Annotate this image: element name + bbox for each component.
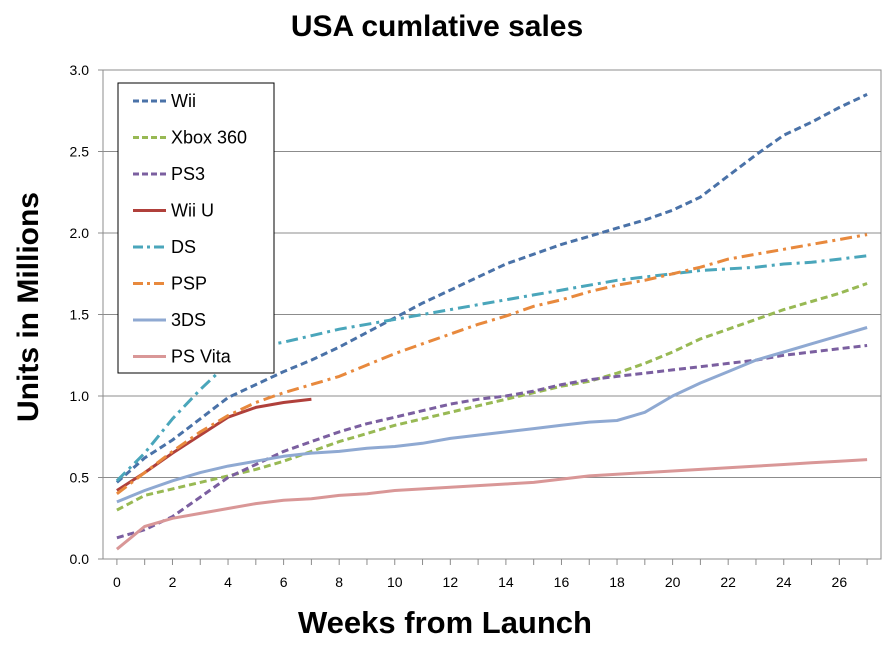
legend-label: 3DS — [171, 310, 206, 330]
series-line-wii — [115, 93, 868, 484]
legend-label: PSP — [171, 274, 207, 294]
legend: Wii Xbox 360 PS3 Wii U DS PSP 3DS PS Vita — [117, 82, 275, 374]
x-tick-label: 24 — [776, 574, 792, 590]
y-axis-ticks: 0.0 0.5 1.0 1.5 2.0 2.5 3.0 — [70, 62, 103, 567]
x-tick-label: 12 — [443, 574, 459, 590]
x-tick-label: 4 — [224, 574, 232, 590]
legend-label: PS Vita — [171, 347, 232, 367]
legend-box — [117, 82, 275, 374]
series-line-wii-u — [116, 397, 312, 492]
y-tick-label: 1.0 — [70, 388, 90, 404]
x-tick-label: 2 — [169, 574, 177, 590]
x-tick-label: 22 — [720, 574, 736, 590]
x-tick-label: 0 — [113, 574, 121, 590]
y-tick-label: 0.5 — [70, 470, 90, 486]
x-tick-label: 20 — [665, 574, 681, 590]
x-tick-label: 8 — [335, 574, 343, 590]
y-axis-label: Units in Millions — [12, 192, 45, 422]
chart-title: USA cumlative sales — [291, 10, 583, 43]
y-tick-label: 0.0 — [70, 551, 90, 567]
series-line-3ds — [116, 326, 868, 504]
y-tick-label: 3.0 — [70, 62, 90, 78]
x-tick-label: 26 — [832, 574, 848, 590]
x-tick-label: 16 — [554, 574, 570, 590]
x-axis-label: Weeks from Launch — [298, 605, 592, 640]
x-axis-ticks: 0 2 4 6 8 10 12 14 16 18 20 22 24 26 — [113, 559, 868, 590]
legend-label: Wii U — [171, 201, 214, 221]
legend-items: Wii Xbox 360 PS3 Wii U DS PSP 3DS PS Vita — [133, 91, 247, 367]
x-tick-label: 10 — [387, 574, 403, 590]
series-line-xbox-360 — [116, 282, 868, 512]
series-line-psp — [115, 233, 868, 495]
y-tick-label: 1.5 — [70, 307, 90, 323]
legend-label: PS3 — [171, 164, 205, 184]
legend-label: DS — [171, 237, 196, 257]
x-tick-label: 18 — [609, 574, 625, 590]
series-line-ps-vita — [115, 458, 868, 551]
legend-label: Xbox 360 — [171, 128, 247, 148]
y-tick-label: 2.5 — [70, 144, 90, 160]
x-tick-label: 14 — [498, 574, 514, 590]
x-tick-label: 6 — [280, 574, 288, 590]
y-tick-label: 2.0 — [70, 225, 90, 241]
legend-label: Wii — [171, 91, 196, 111]
